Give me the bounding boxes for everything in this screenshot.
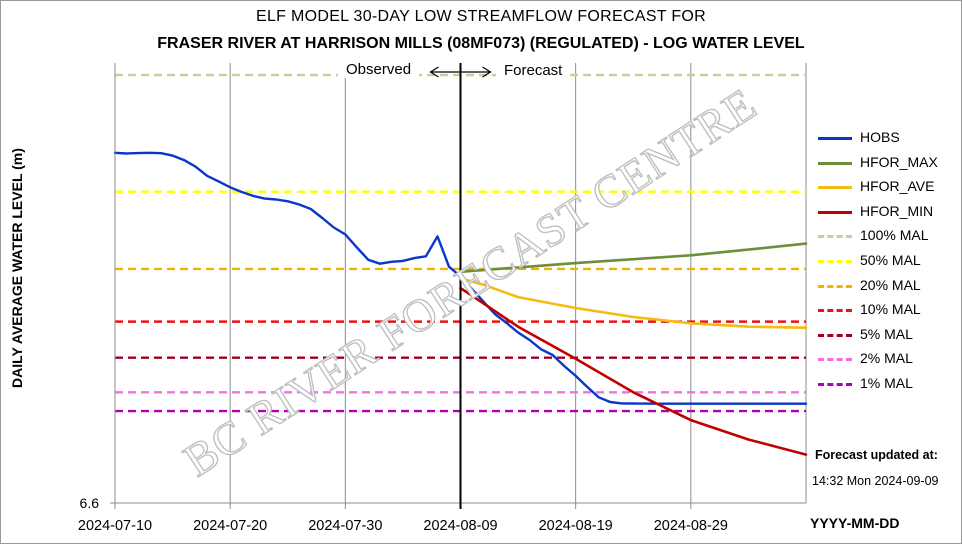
x-tick-label-2024-08-09: 2024-08-09 — [423, 518, 497, 534]
chart-title-line2: FRASER RIVER AT HARRISON MILLS (08MF073)… — [157, 35, 805, 52]
legend-label: HOBS — [860, 129, 900, 145]
legend-label: HFOR_MIN — [860, 202, 934, 219]
legend-label: 1% MAL — [860, 374, 913, 391]
series-hfor_min — [459, 286, 808, 456]
legend-swatch — [818, 137, 852, 140]
x-tick-label-2024-08-29: 2024-08-29 — [654, 518, 728, 534]
x-tick-label-2024-07-10: 2024-07-10 — [78, 518, 152, 534]
x-axis-label: YYYY-MM-DD — [810, 515, 900, 531]
legend-label: 2% MAL — [860, 350, 913, 367]
legend-swatch — [818, 186, 852, 190]
forecast-updated-label: Forecast updated at: — [815, 448, 938, 462]
y-axis-label: DAILY AVERAGE WATER LEVEL (m) — [9, 148, 25, 388]
forecast-updated-value: 14:32 Mon 2024-09-09 — [812, 474, 939, 488]
legend-swatch — [818, 235, 852, 239]
forecast-label: Forecast — [496, 62, 571, 79]
legend-swatch — [818, 210, 852, 214]
legend-label: 10% MAL — [860, 301, 921, 318]
legend-swatch — [818, 259, 852, 263]
x-tick-label-2024-08-19: 2024-08-19 — [539, 518, 613, 534]
series-hfor_max — [459, 242, 808, 274]
legend-label: HFOR_MAX — [860, 153, 938, 170]
legend-label: 50% MAL — [860, 251, 921, 268]
divider-arrow-left — [429, 66, 439, 78]
legend-swatch — [818, 358, 852, 362]
legend-label: 5% MAL — [860, 325, 913, 342]
y-tick-label-6.6: 6.6 — [80, 495, 100, 511]
legend-label: 100% MAL — [860, 227, 929, 244]
legend-swatch — [818, 161, 852, 165]
legend-label: 20% MAL — [860, 276, 921, 293]
x-tick-label-2024-07-20: 2024-07-20 — [193, 518, 267, 534]
legend-label: HFOR_AVE — [860, 178, 935, 195]
axes — [110, 63, 806, 509]
legend-swatch — [818, 284, 852, 288]
x-tick-label-2024-07-30: 2024-07-30 — [308, 518, 382, 534]
series-hfor_ave — [459, 277, 808, 330]
divider-arrow-right — [482, 66, 492, 78]
tick-labels: 2024-07-10 2024-07-20 2024-07-30 2024-08-09… — [78, 495, 728, 534]
legend-swatch — [818, 309, 852, 313]
chart-title-line1: ELF MODEL 30-DAY LOW STREAMFLOW FORECAST… — [255, 8, 706, 25]
legend-swatch — [818, 382, 852, 386]
observed-label: Observed — [338, 61, 420, 78]
legend-swatch — [818, 333, 852, 337]
